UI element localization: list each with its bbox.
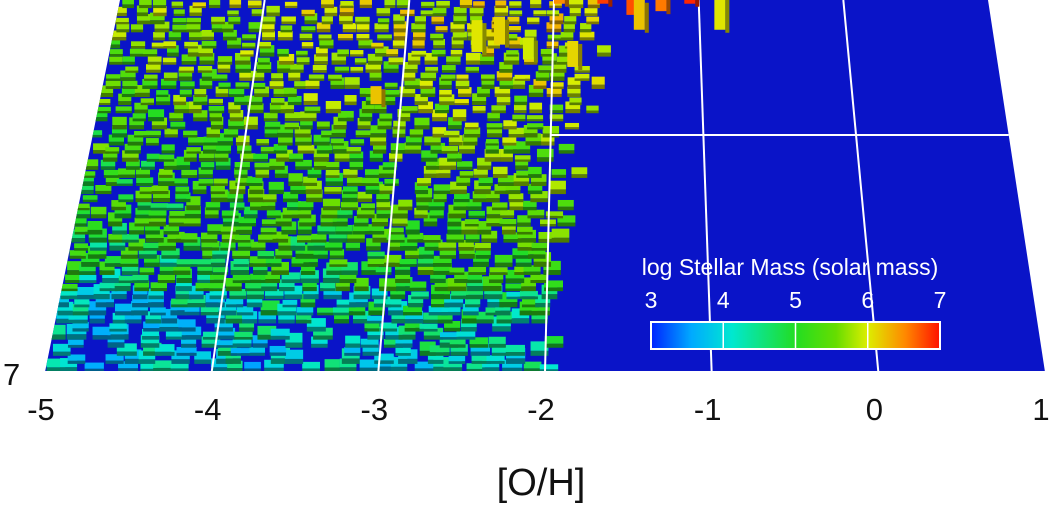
- x-tick-label: 1: [1032, 392, 1049, 427]
- x-tick-label: -4: [194, 392, 222, 427]
- colorbar-tick-label: 4: [717, 287, 730, 313]
- x-tick-label: -3: [361, 392, 389, 427]
- x-tick-label: -2: [527, 392, 555, 427]
- colorbar-dividers: [722, 322, 869, 349]
- y-tick-label: 7: [3, 357, 20, 392]
- x-tick-label: -5: [27, 392, 55, 427]
- tall-mass-bars: [370, 0, 730, 108]
- colorbar-tick-labels: 3 4 5 6 7: [645, 287, 947, 313]
- colorbar-title: log Stellar Mass (solar mass): [642, 254, 939, 280]
- colorbar-tick-label: 5: [789, 287, 802, 313]
- x-tick-label: 0: [866, 392, 883, 427]
- colorbar: log Stellar Mass (solar mass) 3 4 5 6 7: [642, 254, 947, 350]
- colorbar-tick-label: 6: [861, 287, 874, 313]
- grid-lines: [45, 0, 1045, 373]
- x-tick-label: -1: [694, 392, 722, 427]
- colorbar-tick-label: 7: [934, 287, 947, 313]
- colorbar-tick-label: 3: [645, 287, 658, 313]
- x-tick-labels: -5 -4 -3 -2 -1 0 1: [27, 392, 1049, 427]
- x-axis-label: [O/H]: [497, 462, 586, 504]
